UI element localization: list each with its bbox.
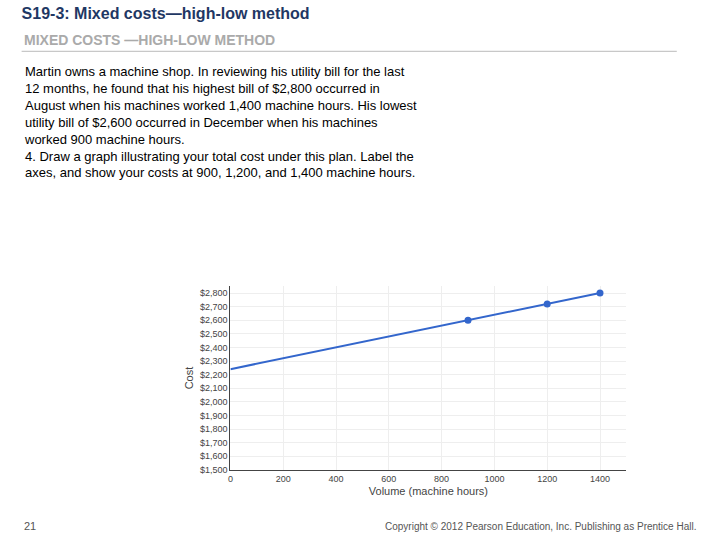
svg-text:Volume (machine hours): Volume (machine hours): [369, 485, 488, 497]
svg-text:$1,700: $1,700: [200, 438, 228, 448]
svg-text:$1,500: $1,500: [200, 465, 228, 475]
svg-text:$2,500: $2,500: [200, 329, 228, 339]
svg-text:Copyright © 2012 Pearson Educa: Copyright © 2012 Pearson Education, Inc.…: [385, 521, 696, 532]
svg-text:$2,300: $2,300: [200, 356, 228, 366]
svg-text:400: 400: [328, 474, 343, 484]
svg-text:$2,700: $2,700: [200, 302, 228, 312]
svg-text:$1,900: $1,900: [200, 411, 228, 421]
svg-text:$2,000: $2,000: [200, 397, 228, 407]
svg-text:Martin owns a machine shop. In: Martin owns a machine shop. In reviewing…: [24, 64, 417, 180]
svg-text:$2,200: $2,200: [200, 370, 228, 380]
svg-text:1200: 1200: [537, 474, 557, 484]
svg-text:$2,100: $2,100: [200, 383, 228, 393]
svg-text:$1,800: $1,800: [200, 424, 228, 434]
svg-text:$1,600: $1,600: [200, 451, 228, 461]
svg-text:$2,600: $2,600: [200, 315, 228, 325]
svg-text:1400: 1400: [590, 474, 610, 484]
svg-text:1000: 1000: [484, 474, 504, 484]
svg-text:21: 21: [24, 520, 36, 532]
svg-text:Cost: Cost: [183, 367, 195, 390]
svg-text:0: 0: [228, 474, 233, 484]
svg-text:S19-3: Mixed costs—high-low me: S19-3: Mixed costs—high-low method: [22, 5, 310, 22]
svg-text:600: 600: [381, 474, 396, 484]
svg-text:MIXED COSTS —HIGH-LOW METHOD: MIXED COSTS —HIGH-LOW METHOD: [24, 32, 275, 48]
svg-text:$2,800: $2,800: [200, 288, 228, 298]
svg-text:800: 800: [434, 474, 449, 484]
svg-text:200: 200: [276, 474, 291, 484]
svg-text:$2,400: $2,400: [200, 343, 228, 353]
